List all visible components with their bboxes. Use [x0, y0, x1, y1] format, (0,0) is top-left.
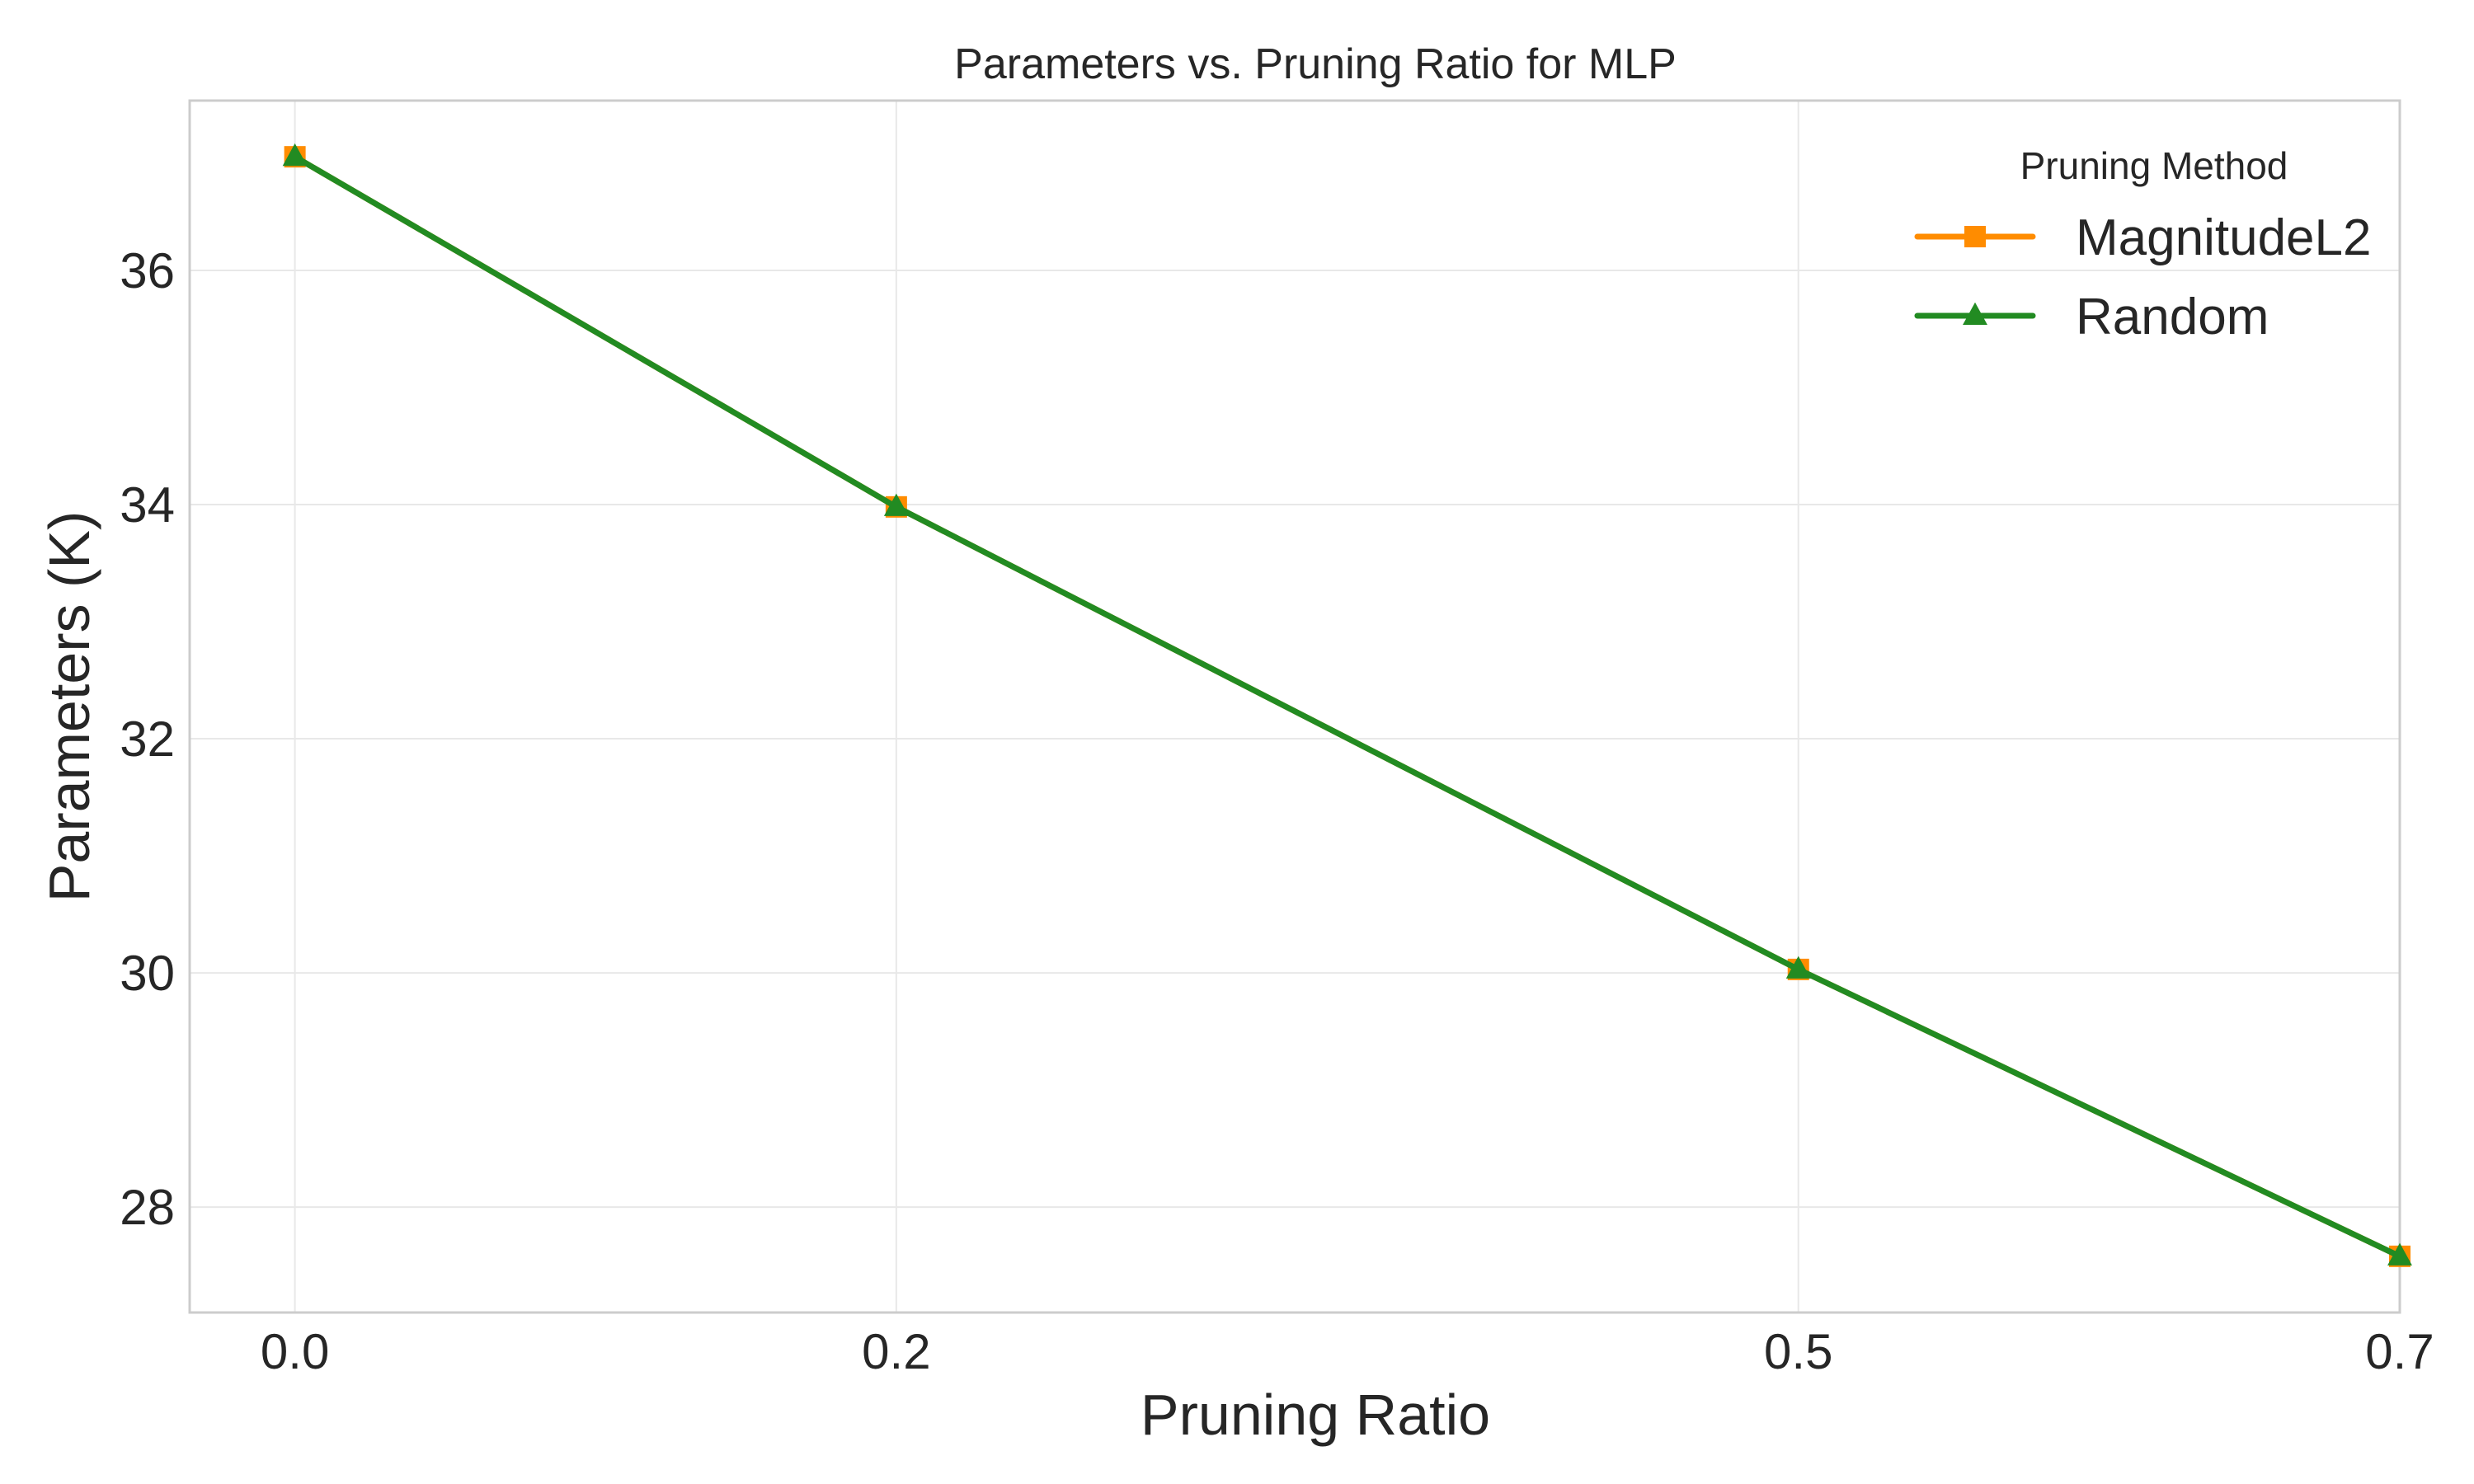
data-point-random — [883, 493, 909, 516]
x-axis-label: Pruning Ratio — [1141, 1383, 1490, 1447]
series-line-random — [292, 153, 2403, 1260]
legend-marker — [1963, 302, 1987, 326]
chart-title: Parameters vs. Pruning Ratio for MLP — [954, 40, 1677, 88]
x-tick-label: 0.2 — [862, 1324, 930, 1379]
y-tick-label: 30 — [120, 946, 175, 1001]
y-tick-label: 34 — [120, 477, 175, 533]
legend-items: MagnitudeL2 Random — [1914, 209, 2372, 345]
legend-item-magnitudel2: MagnitudeL2 — [1914, 209, 2372, 266]
x-tick-label: 0.7 — [2365, 1324, 2434, 1379]
plot-frame — [188, 99, 2401, 1314]
y-tick-label: 36 — [120, 243, 175, 298]
y-tick-label: 28 — [120, 1180, 175, 1235]
legend-title: Pruning Method — [2020, 144, 2288, 187]
legend-item-random: Random — [1914, 289, 2269, 345]
data-point-random — [282, 143, 308, 167]
legend-label: MagnitudeL2 — [2076, 209, 2372, 266]
x-tick-label: 0.0 — [261, 1324, 329, 1379]
x-tick-label: 0.5 — [1764, 1324, 1832, 1379]
grid — [190, 101, 2401, 1313]
y-axis-label: Parameters (K) — [37, 511, 101, 903]
data-point-random — [2387, 1242, 2412, 1266]
series-random — [282, 143, 2412, 1266]
x-axis-ticks: 0.0 0.2 0.5 0.7 — [261, 1324, 2434, 1379]
legend-marker — [1964, 226, 1986, 247]
legend: Pruning Method MagnitudeL2 Random — [1914, 144, 2372, 345]
y-tick-label: 32 — [120, 711, 175, 767]
y-axis-ticks: 28 30 32 34 36 — [120, 243, 175, 1235]
data-point-random — [1785, 956, 1811, 979]
legend-label: Random — [2076, 289, 2269, 345]
series-layer — [282, 143, 2412, 1267]
